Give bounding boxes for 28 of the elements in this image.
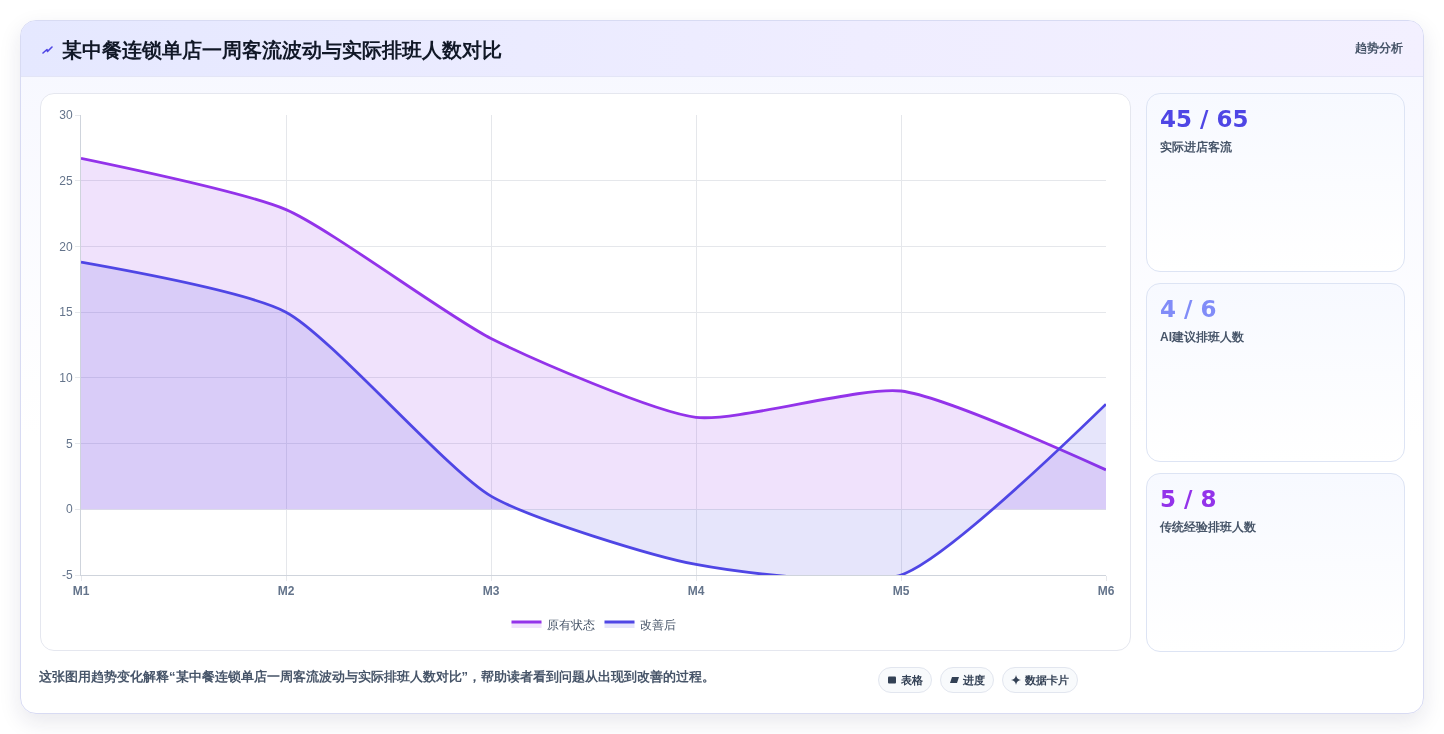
x-tick-label: M3 <box>482 584 500 599</box>
tag-pill: 表格 <box>878 667 932 693</box>
y-tick-label: -5 <box>61 568 73 583</box>
y-tick-label: 0 <box>65 502 73 517</box>
text: 实际进店客流 <box>1160 139 1232 156</box>
tag-pill: 数据卡片 <box>1002 667 1078 693</box>
y-tick-label: 10 <box>59 371 73 386</box>
legend-label: 原有状态 <box>546 617 595 632</box>
x-tick-label: M4 <box>687 584 705 599</box>
x-tick-label: M6 <box>1097 584 1115 599</box>
y-tick-label: 30 <box>59 108 73 123</box>
text: 趋势分析 <box>1355 40 1403 57</box>
y-tick-label: 5 <box>65 436 73 451</box>
text: 5 / 8 <box>1160 486 1217 512</box>
x-tick-label: M1 <box>72 584 90 599</box>
text: AI建议排班人数 <box>1160 329 1244 346</box>
y-tick-label: 25 <box>59 173 73 188</box>
x-tick-label: M2 <box>277 584 295 599</box>
y-tick-label: 20 <box>59 239 73 254</box>
y-tick-label: 15 <box>59 305 73 320</box>
text: 4 / 6 <box>1160 296 1217 322</box>
text: 传统经验排班人数 <box>1160 519 1256 536</box>
x-tick-label: M5 <box>892 584 910 599</box>
chart-title: 某中餐连锁单店一周客流波动与实际排班人数对比 <box>62 38 502 63</box>
legend-label: 改善后 <box>639 617 676 632</box>
tag-pill: 进度 <box>940 667 994 693</box>
text: 45 / 65 <box>1160 106 1249 132</box>
text: 这张图用趋势变化解释“某中餐连锁单店一周客流波动与实际排班人数对比”，帮助读者看到问题从出现到改善的过程。 <box>39 668 715 686</box>
